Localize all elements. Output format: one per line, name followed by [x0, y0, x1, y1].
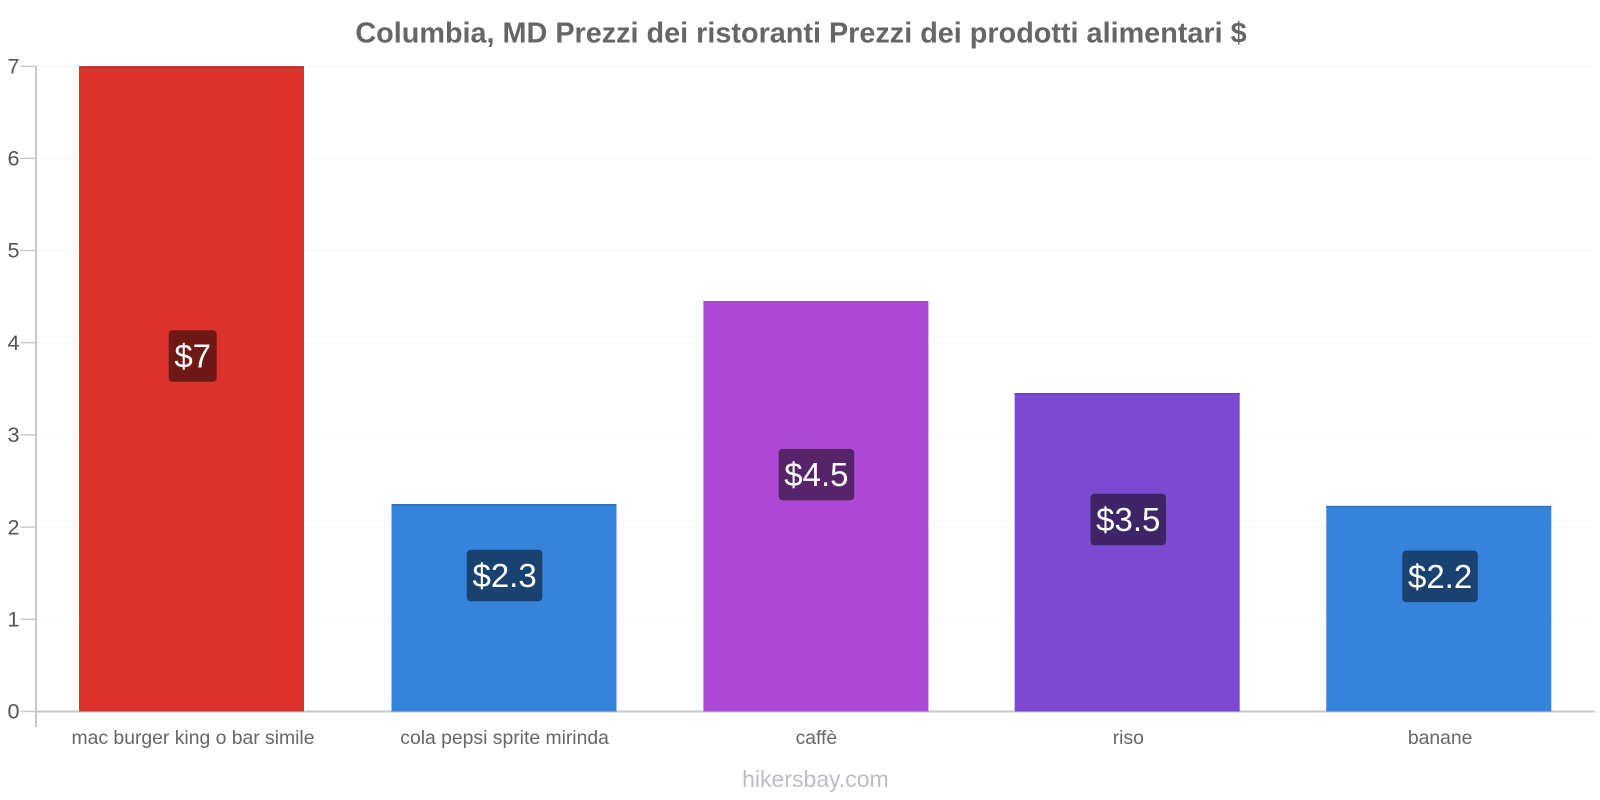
svg-text:0: 0 [7, 699, 19, 724]
svg-text:2: 2 [7, 514, 19, 539]
svg-text:banane: banane [1408, 727, 1473, 749]
svg-text:mac burger king o bar simile: mac burger king o bar simile [72, 727, 315, 749]
svg-text:Columbia, MD Prezzi dei ristor: Columbia, MD Prezzi dei ristoranti Prezz… [355, 17, 1246, 49]
svg-text:5: 5 [7, 238, 19, 263]
svg-text:caffè: caffè [796, 727, 838, 749]
svg-text:$2.2: $2.2 [1408, 558, 1472, 595]
svg-text:riso: riso [1113, 727, 1144, 749]
svg-text:3: 3 [7, 422, 19, 447]
svg-text:$4.5: $4.5 [784, 456, 848, 493]
svg-text:hikersbay.com: hikersbay.com [742, 766, 889, 792]
svg-text:1: 1 [7, 607, 19, 632]
svg-text:cola pepsi sprite mirinda: cola pepsi sprite mirinda [400, 727, 609, 749]
svg-text:6: 6 [7, 146, 19, 171]
svg-text:$3.5: $3.5 [1096, 501, 1160, 538]
svg-text:7: 7 [7, 53, 19, 78]
svg-text:$7: $7 [174, 338, 211, 375]
svg-text:$2.3: $2.3 [472, 557, 536, 594]
svg-text:4: 4 [7, 330, 19, 355]
